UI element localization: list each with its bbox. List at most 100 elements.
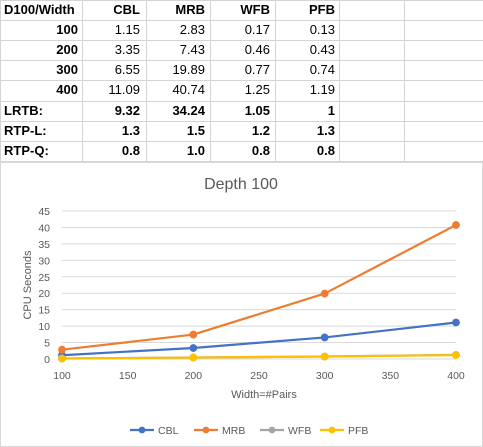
data-point-cbl	[189, 344, 198, 352]
y-tick-label: 5	[44, 338, 50, 350]
grid-row-line	[0, 40, 483, 41]
chart-title: Depth 100	[204, 176, 278, 193]
grid-row-line	[0, 80, 483, 81]
grid-row-line	[0, 121, 483, 122]
grid-row-line	[0, 141, 483, 142]
legend-label-wfb: WFB	[288, 425, 311, 437]
chart-area	[0, 162, 483, 447]
table-cell[interactable]: 1.5	[186, 123, 205, 138]
data-point-mrb	[189, 330, 198, 339]
table-cell[interactable]: 0.13	[309, 22, 335, 37]
table-cell[interactable]: RTP-L:	[4, 123, 47, 138]
table-cell[interactable]: 2.83	[179, 22, 205, 37]
data-point-pfb	[320, 352, 329, 361]
table-cell[interactable]: 0.43	[309, 42, 335, 57]
line-chart[interactable]: Depth 100 0 5 10 15 20 25 30 35 40 45 100 150 200 250 3…	[0, 162, 483, 447]
table-cell[interactable]: 1.19	[309, 82, 335, 97]
table-cell[interactable]: 1.0	[186, 143, 205, 158]
series-line-mrb	[61, 224, 457, 351]
spreadsheet-grid[interactable]: D100/Width CBL MRB WFB PFB 100 1.15 2.83 0.17 0.1…	[0, 0, 483, 162]
y-tick-label: 35	[38, 239, 50, 251]
grid-column-line	[146, 0, 147, 162]
table-cell[interactable]: 6.55	[114, 62, 140, 77]
legend-label-cbl: CBL	[158, 425, 179, 437]
x-tick-label: 100	[53, 370, 71, 382]
y-tick-label: 20	[38, 288, 50, 300]
table-cell[interactable]: 0.8	[316, 143, 335, 158]
table-cell[interactable]: 40.74	[172, 82, 205, 97]
table-cell[interactable]: 34.24	[172, 103, 205, 118]
data-point-pfb	[452, 351, 460, 359]
grid-column-line	[210, 0, 211, 162]
table-cell[interactable]: 3.35	[114, 42, 140, 57]
table-cell[interactable]: LRTB:	[4, 103, 43, 118]
grid-column-line	[339, 0, 340, 162]
y-tick-label: 40	[38, 222, 50, 234]
x-tick-label: 400	[447, 370, 465, 382]
y-axis-title: CPU Seconds	[22, 250, 34, 320]
data-point-mrb	[320, 289, 329, 298]
series-line-pfb	[61, 353, 457, 360]
table-cell[interactable]: 0.8	[121, 143, 140, 158]
legend-label-pfb: PFB	[348, 425, 368, 437]
grid-row-line	[0, 161, 483, 162]
header-cell[interactable]: CBL	[113, 2, 140, 17]
y-tick-label: 0	[44, 354, 50, 366]
table-cell[interactable]: 7.43	[179, 42, 205, 57]
legend-marker-cbl	[138, 426, 146, 434]
grid-row-line	[0, 20, 483, 21]
y-tick-label: 30	[38, 255, 50, 267]
table-cell[interactable]: 0.17	[244, 22, 270, 37]
x-axis-title: Width=#Pairs	[231, 389, 297, 401]
x-tick-label: 350	[382, 370, 400, 382]
legend-label-mrb: MRB	[222, 425, 245, 437]
table-cell[interactable]: 100	[56, 22, 78, 37]
y-tick-label: 15	[38, 305, 50, 317]
table-cell[interactable]: 0.74	[309, 62, 335, 77]
data-point-pfb	[58, 354, 66, 363]
table-cell[interactable]: 400	[56, 82, 78, 97]
data-point-mrb	[452, 221, 460, 229]
grid-column-line	[82, 0, 83, 162]
table-cell[interactable]: 0.46	[244, 42, 270, 57]
table-cell[interactable]: 200	[56, 42, 78, 57]
grid-column-line	[275, 0, 276, 162]
table-cell[interactable]: 0.77	[244, 62, 270, 77]
y-tick-label: 25	[38, 272, 50, 284]
legend-marker-pfb	[328, 426, 336, 434]
x-tick-label: 250	[250, 370, 268, 382]
y-tick-label: 10	[38, 321, 50, 333]
data-point-pfb	[189, 353, 198, 362]
legend-marker-wfb	[268, 426, 276, 434]
table-cell[interactable]: 0.8	[251, 143, 270, 158]
table-cell[interactable]: 1.2	[251, 123, 270, 138]
table-cell[interactable]: 1.05	[244, 103, 270, 118]
table-cell[interactable]: 19.89	[172, 62, 205, 77]
grid-row-line	[0, 0, 483, 1]
header-cell[interactable]: D100/Width	[4, 2, 75, 17]
header-cell[interactable]: MRB	[175, 2, 205, 17]
data-point-cbl	[452, 318, 460, 327]
grid-column-line	[0, 0, 1, 162]
table-cell[interactable]: 9.32	[114, 103, 140, 118]
table-cell[interactable]: 300	[56, 62, 78, 77]
grid-row-line	[0, 60, 483, 61]
header-cell[interactable]: PFB	[309, 2, 335, 17]
table-cell[interactable]: 1	[327, 103, 335, 118]
grid-column-line	[404, 0, 405, 162]
table-cell[interactable]: 1.25	[244, 82, 270, 97]
y-tick-label: 45	[38, 206, 50, 218]
chart-svg: Depth 100 0 5 10 15 20 25 30 35 40 45 100 150 200 250 3…	[0, 162, 483, 447]
table-cell[interactable]: 1.15	[114, 22, 140, 37]
x-tick-label: 300	[316, 370, 334, 382]
table-cell[interactable]: 1.3	[316, 123, 335, 138]
header-cell[interactable]: WFB	[240, 2, 270, 17]
table-cell[interactable]: 11.09	[108, 82, 140, 97]
table-cell[interactable]: RTP-Q:	[4, 143, 49, 158]
data-point-cbl	[320, 333, 329, 342]
series-line-cbl	[61, 321, 457, 357]
x-tick-label: 150	[119, 370, 137, 382]
data-point-mrb	[58, 345, 66, 354]
legend-marker-mrb	[202, 426, 210, 434]
table-cell[interactable]: 1.3	[121, 123, 140, 138]
